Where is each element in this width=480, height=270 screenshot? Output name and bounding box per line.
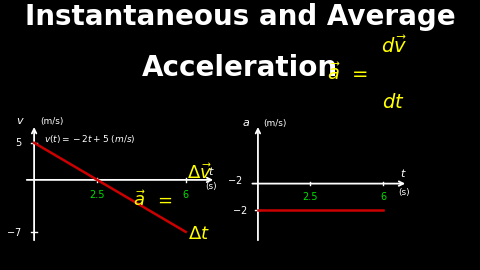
Text: $\Delta\vec{v}$: $\Delta\vec{v}$ xyxy=(187,163,212,183)
Text: $dt$: $dt$ xyxy=(382,93,405,112)
Text: 2.5: 2.5 xyxy=(302,191,318,201)
Text: $d\vec{v}$: $d\vec{v}$ xyxy=(381,35,407,56)
Text: $v$: $v$ xyxy=(16,116,24,126)
Text: 2.5: 2.5 xyxy=(89,190,105,200)
Text: (m/s): (m/s) xyxy=(40,117,64,126)
Text: $t$: $t$ xyxy=(207,165,214,177)
Text: (s): (s) xyxy=(398,188,409,197)
Text: $\Delta t$: $\Delta t$ xyxy=(188,225,210,242)
Text: Acceleration: Acceleration xyxy=(142,54,338,82)
Text: 6: 6 xyxy=(380,191,386,201)
Text: $=$: $=$ xyxy=(154,191,172,209)
Text: $\vec{a}$: $\vec{a}$ xyxy=(133,190,145,210)
Text: $-2$: $-2$ xyxy=(227,174,242,185)
Text: (s): (s) xyxy=(205,182,217,191)
Text: $-7$: $-7$ xyxy=(6,226,22,238)
Text: 6: 6 xyxy=(182,190,189,200)
Text: 5: 5 xyxy=(15,138,22,148)
Text: $v(t) = -2t + 5\ (m/s)$: $v(t) = -2t + 5\ (m/s)$ xyxy=(44,133,136,145)
Text: $a$: $a$ xyxy=(242,118,251,128)
Text: $-2$: $-2$ xyxy=(232,204,248,216)
Text: Instantaneous and Average: Instantaneous and Average xyxy=(24,3,456,31)
Text: $\vec{a}$: $\vec{a}$ xyxy=(327,62,340,83)
Text: $t$: $t$ xyxy=(400,167,407,179)
Text: (m/s): (m/s) xyxy=(263,119,287,128)
Text: $=$: $=$ xyxy=(348,63,368,82)
